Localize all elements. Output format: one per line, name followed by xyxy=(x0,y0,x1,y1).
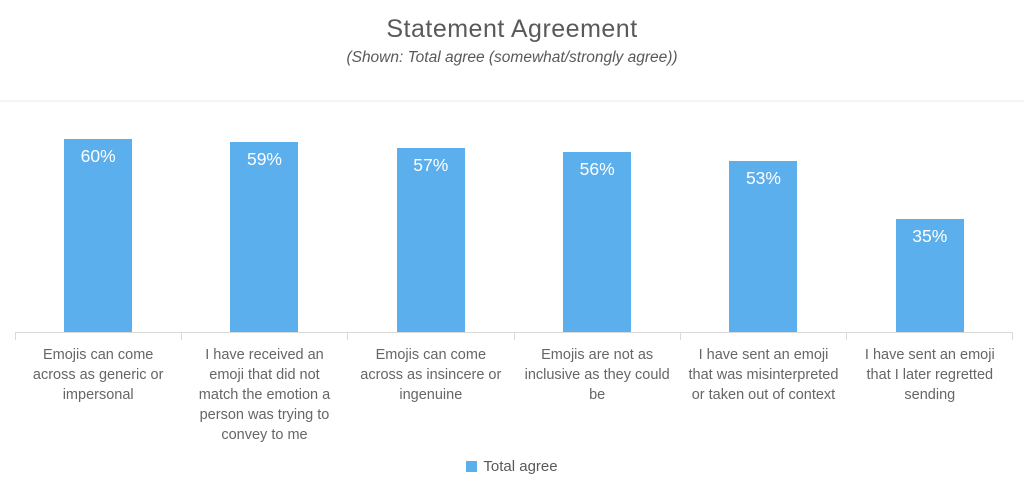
axis-tick-cell xyxy=(513,333,680,340)
bar-column: 35% xyxy=(847,219,1013,332)
x-axis-category-labels: Emojis can come across as generic or imp… xyxy=(15,345,1013,445)
bar: 60% xyxy=(64,139,133,332)
axis-tick-cell xyxy=(181,333,347,340)
bar-column: 59% xyxy=(181,142,347,332)
bar-column: 56% xyxy=(514,152,680,332)
legend: Total agree xyxy=(0,458,1024,475)
bars-row: 60% 59% 57% 56% 53% 35% xyxy=(15,100,1013,333)
bar-value-label: 56% xyxy=(579,159,615,179)
x-axis-ticks xyxy=(15,333,1014,340)
bar: 53% xyxy=(729,161,798,332)
bar: 56% xyxy=(563,152,632,332)
axis-tick-cell xyxy=(845,333,1014,340)
bar-chart-plot-area: 60% 59% 57% 56% 53% 35% Emojis can come acros… xyxy=(15,100,1014,445)
bar-value-label: 35% xyxy=(912,226,948,246)
legend-swatch-icon xyxy=(466,461,478,472)
category-label: I have sent an emoji that I later regret… xyxy=(864,347,995,403)
axis-tick-cell xyxy=(15,333,181,340)
header-divider-line xyxy=(0,100,1024,102)
bar-value-label: 59% xyxy=(246,149,282,169)
bar-column: 60% xyxy=(15,139,181,332)
category-label: Emojis are not as inclusive as they coul… xyxy=(524,347,670,403)
bar-value-label: 57% xyxy=(413,155,449,175)
bar: 35% xyxy=(895,219,964,332)
axis-tick-cell xyxy=(679,333,846,340)
chart-title: Statement Agreement xyxy=(386,15,638,43)
category-label: I have sent an emoji that was misinterpr… xyxy=(688,347,839,403)
bar-column: 57% xyxy=(348,148,514,332)
axis-tick-cell xyxy=(347,333,513,340)
legend-label: Total agree xyxy=(483,458,558,475)
bar: 57% xyxy=(396,148,465,332)
category-label: Emojis can come across as insincere or i… xyxy=(360,347,502,403)
category-label: Emojis can come across as generic or imp… xyxy=(32,347,164,403)
bar-value-label: 53% xyxy=(745,168,781,188)
bar: 59% xyxy=(230,142,299,332)
category-label: I have received an emoji that did not ma… xyxy=(198,347,331,443)
bar-value-label: 60% xyxy=(80,146,116,166)
chart-subtitle: (Shown: Total agree (somewhat/strongly a… xyxy=(346,49,678,66)
bar-column: 53% xyxy=(680,161,846,332)
